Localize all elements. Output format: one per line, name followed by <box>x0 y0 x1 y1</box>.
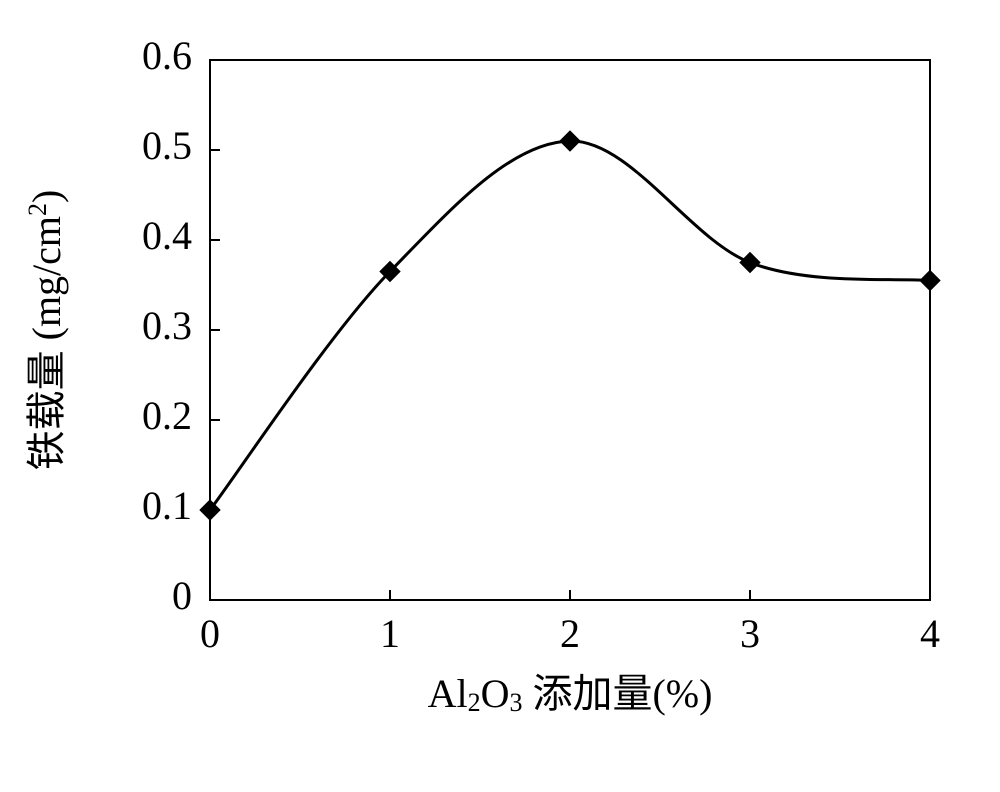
y-tick-label: 0 <box>172 573 192 618</box>
x-tick-label: 2 <box>560 611 580 656</box>
chart-container: 00.10.20.30.40.50.601234铁载量 (mg/cm2)Al2O… <box>0 0 1000 792</box>
y-tick-label: 0.2 <box>142 393 192 438</box>
x-tick-label: 4 <box>920 611 940 656</box>
y-tick-label: 0.5 <box>142 123 192 168</box>
x-tick-label: 0 <box>200 611 220 656</box>
line-chart: 00.10.20.30.40.50.601234铁载量 (mg/cm2)Al2O… <box>0 0 1000 792</box>
x-tick-label: 1 <box>380 611 400 656</box>
x-tick-label: 3 <box>740 611 760 656</box>
y-tick-label: 0.1 <box>142 483 192 528</box>
y-axis-title: 铁载量 (mg/cm2) <box>23 190 70 471</box>
y-tick-label: 0.6 <box>142 33 192 78</box>
y-tick-label: 0.3 <box>142 303 192 348</box>
y-tick-label: 0.4 <box>142 213 192 258</box>
